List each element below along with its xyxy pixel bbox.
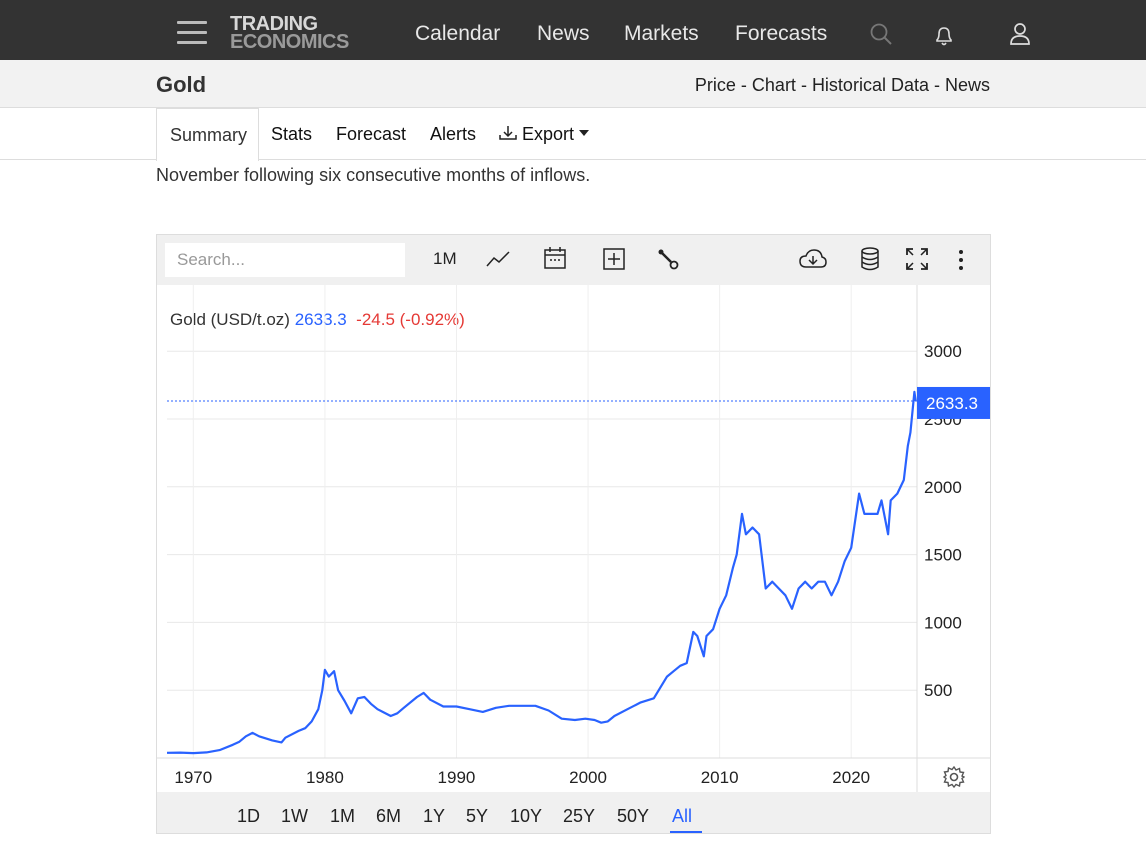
legend-change: -24.5 (-0.92%) — [356, 310, 465, 329]
y-tick-label: 3000 — [924, 342, 962, 361]
hamburger-menu-icon[interactable] — [177, 21, 207, 45]
range-1w-button[interactable]: 1W — [281, 806, 308, 826]
historical-data-link[interactable]: Historical Data — [811, 75, 929, 95]
time-range-selector: 1D 1W 1M 6M 1Y 5Y 10Y 25Y 50Y All — [157, 792, 990, 833]
logo-line-1: TRADING — [230, 13, 318, 35]
price-link[interactable]: Price — [694, 75, 736, 95]
nav-news-link[interactable]: News — [537, 22, 590, 45]
range-6m-button[interactable]: 6M — [376, 806, 402, 826]
x-tick-label: 1970 — [174, 768, 212, 787]
intro-text: November following six consecutive month… — [156, 165, 591, 185]
line-chart-type-icon[interactable] — [485, 248, 511, 275]
download-icon — [499, 126, 517, 140]
nav-forecasts-link[interactable]: Forecasts — [735, 22, 828, 45]
chart-legend: Gold (USD/t.oz) 2633.3 -24.5 (-0.92%) — [170, 310, 465, 330]
tab-summary-label: Summary — [170, 125, 248, 145]
page-subheader: Gold Price - Chart - Historical Data - N… — [0, 60, 1146, 108]
nav-markets-link[interactable]: Markets — [624, 22, 699, 45]
range-1d-button[interactable]: 1D — [237, 806, 261, 826]
trading-economics-logo[interactable]: TRADING ECONOMICS — [230, 13, 349, 53]
page-title: Gold — [156, 72, 207, 97]
tab-export-label: Export — [522, 124, 575, 144]
link-separator: - — [795, 75, 812, 95]
gold-price-series-line[interactable] — [166, 390, 917, 755]
legend-price: 2633.3 — [294, 310, 347, 329]
tab-summary[interactable]: Summary — [156, 108, 259, 161]
calendar-icon[interactable] — [543, 246, 567, 275]
subheader-links: Price - Chart - Historical Data - News — [695, 75, 990, 96]
x-tick-label: 2010 — [701, 768, 739, 787]
user-account-icon[interactable] — [1008, 21, 1032, 52]
price-chart-widget: 1M Gold (USD/t.oz) 2633.3 -24.5 (-0.92%) — [156, 234, 991, 834]
range-25y-button[interactable]: 25Y — [563, 806, 596, 826]
news-link[interactable]: News — [944, 75, 990, 95]
chart-toolbar: 1M — [157, 235, 990, 285]
range-50y-button[interactable]: 50Y — [617, 806, 650, 826]
y-tick-label: 1000 — [924, 613, 962, 632]
x-tick-label: 1990 — [438, 768, 476, 787]
x-tick-label: 1980 — [306, 768, 344, 787]
chart-gridlines — [157, 285, 990, 792]
x-tick-label: 2020 — [832, 768, 870, 787]
cloud-download-icon[interactable] — [798, 248, 828, 275]
search-icon[interactable] — [869, 22, 893, 51]
last-price-label: 2633.3 — [917, 386, 990, 419]
range-all-button[interactable]: All — [670, 806, 703, 833]
tab-forecast[interactable]: Forecast — [336, 124, 407, 144]
legend-series-name: Gold (USD/t.oz) — [170, 310, 290, 329]
x-axis-tick-labels: 1970 1980 1990 2000 2010 2020 — [174, 768, 870, 787]
link-separator: - — [928, 75, 945, 95]
y-tick-label: 1500 — [924, 546, 962, 565]
tab-stats[interactable]: Stats — [271, 124, 313, 144]
tab-export[interactable]: Export — [499, 124, 590, 145]
bell-icon[interactable] — [932, 23, 956, 52]
nav-calendar-link[interactable]: Calendar — [415, 22, 501, 45]
logo-line-2: ECONOMICS — [230, 31, 349, 53]
chart-settings-gear-icon[interactable] — [942, 765, 966, 793]
range-1y-button[interactable]: 1Y — [423, 806, 446, 826]
add-indicator-icon[interactable] — [602, 247, 626, 276]
top-navbar: TRADING ECONOMICS Calendar News Markets … — [0, 0, 1146, 60]
fullscreen-icon[interactable] — [905, 247, 929, 276]
range-5y-button[interactable]: 5Y — [466, 806, 489, 826]
content-tabs: Summary Stats Forecast Alerts Export — [0, 108, 1146, 161]
x-tick-label: 2000 — [569, 768, 607, 787]
chart-link[interactable]: Chart — [751, 75, 796, 95]
caret-down-icon — [579, 130, 590, 136]
range-1m-button[interactable]: 1M — [330, 806, 356, 826]
chart-search-input[interactable] — [165, 243, 405, 277]
last-price-label-text: 2633.3 — [926, 394, 978, 413]
database-icon[interactable] — [860, 247, 880, 276]
y-tick-label: 2000 — [924, 478, 962, 497]
tab-alerts[interactable]: Alerts — [430, 124, 477, 144]
range-10y-button[interactable]: 10Y — [510, 806, 543, 826]
interval-button[interactable]: 1M — [433, 249, 457, 268]
more-options-icon[interactable] — [957, 248, 965, 277]
link-separator: - — [735, 75, 752, 95]
y-tick-label: 500 — [924, 681, 952, 700]
wrench-settings-icon[interactable] — [657, 248, 681, 277]
